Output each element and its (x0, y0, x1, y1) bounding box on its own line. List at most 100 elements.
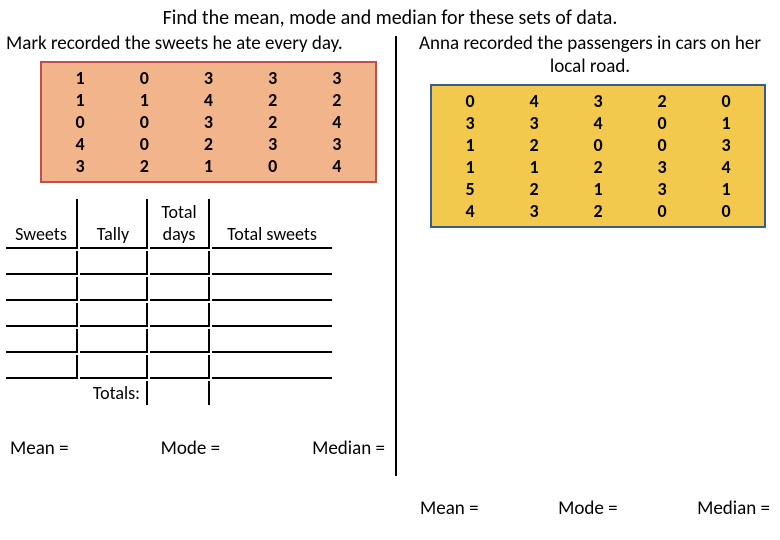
data-value: 0 (140, 111, 149, 133)
data-col: 340212 (593, 90, 602, 222)
data-value: 1 (204, 155, 213, 177)
table-row (6, 355, 332, 379)
data-col: 013410 (721, 90, 730, 222)
data-value: 2 (593, 200, 602, 222)
data-value: 0 (140, 67, 149, 89)
data-col: 01002 (140, 67, 149, 177)
right-stats: Mean = Mode = Median = (420, 497, 770, 520)
data-col: 200330 (657, 90, 666, 222)
data-value: 3 (268, 133, 277, 155)
data-value: 4 (529, 90, 538, 112)
right-mode: Mode = (558, 497, 617, 520)
table-cell (212, 329, 332, 353)
table-row (6, 329, 332, 353)
data-value: 3 (657, 178, 666, 200)
table-cell (150, 303, 210, 327)
data-value: 1 (465, 156, 474, 178)
data-value: 4 (721, 156, 730, 178)
data-col: 432123 (529, 90, 538, 222)
data-value: 0 (721, 90, 730, 112)
data-value: 4 (76, 133, 85, 155)
mark-subtitle: Mark recorded the sweets he ate every da… (0, 32, 395, 55)
data-col: 32230 (268, 67, 277, 177)
data-value: 3 (657, 156, 666, 178)
data-value: 1 (76, 67, 85, 89)
data-value: 2 (529, 178, 538, 200)
left-mode: Mode = (161, 437, 220, 460)
data-value: 1 (76, 89, 85, 111)
data-value: 0 (140, 133, 149, 155)
data-value: 3 (721, 134, 730, 156)
data-value: 0 (657, 200, 666, 222)
data-value: 0 (657, 134, 666, 156)
left-mean: Mean = (10, 437, 69, 460)
th-total: Total sweets (212, 199, 332, 249)
left-stats: Mean = Mode = Median = (0, 437, 395, 460)
th-sweets: Sweets (6, 199, 78, 249)
data-value: 0 (657, 112, 666, 134)
right-mean: Mean = (420, 497, 479, 520)
data-value: 2 (204, 133, 213, 155)
table-cell (80, 303, 148, 327)
data-value: 3 (268, 67, 277, 89)
data-value: 3 (593, 90, 602, 112)
right-panel: Anna recorded the passengers in cars on … (400, 32, 780, 228)
table-cell (6, 355, 78, 379)
data-value: 3 (204, 111, 213, 133)
data-value: 0 (76, 111, 85, 133)
table-cell (212, 251, 332, 275)
data-value: 2 (657, 90, 666, 112)
data-value: 2 (593, 156, 602, 178)
data-value: 2 (268, 111, 277, 133)
data-value: 5 (465, 178, 474, 200)
data-value: 1 (529, 156, 538, 178)
data-value: 4 (332, 155, 341, 177)
table-row (6, 251, 332, 275)
data-value: 0 (268, 155, 277, 177)
page-title: Find the mean, mode and median for these… (0, 0, 780, 30)
data-value: 2 (332, 89, 341, 111)
data-value: 2 (140, 155, 149, 177)
table-cell (6, 251, 78, 275)
data-value: 4 (332, 111, 341, 133)
data-value: 3 (332, 67, 341, 89)
data-value: 3 (529, 200, 538, 222)
data-value: 0 (721, 200, 730, 222)
data-value: 2 (268, 89, 277, 111)
table-row (6, 303, 332, 327)
table-cell (212, 303, 332, 327)
data-value: 1 (721, 178, 730, 200)
data-col: 34321 (204, 67, 213, 177)
data-value: 1 (593, 178, 602, 200)
table-cell (6, 277, 78, 301)
anna-data-box: 031154432123340212200330013410 (430, 84, 766, 228)
table-cell (150, 329, 210, 353)
table-cell (150, 277, 210, 301)
data-col: 031154 (465, 90, 474, 222)
data-col: 11043 (76, 67, 85, 177)
data-value: 3 (465, 112, 474, 134)
table-cell (80, 277, 148, 301)
data-col: 32434 (332, 67, 341, 177)
th-days: Total days (150, 199, 210, 249)
anna-subtitle: Anna recorded the passengers in cars on … (400, 32, 780, 78)
data-value: 0 (593, 134, 602, 156)
data-value: 4 (204, 89, 213, 111)
tally-table: Sweets Tally Total days Total sweets Tot… (4, 197, 334, 407)
table-cell (80, 355, 148, 379)
table-cell (6, 303, 78, 327)
table-cell (6, 329, 78, 353)
right-median: Median = (697, 497, 770, 520)
data-value: 3 (332, 133, 341, 155)
th-tally: Tally (80, 199, 148, 249)
data-value: 0 (465, 90, 474, 112)
data-value: 3 (76, 155, 85, 177)
data-value: 1 (465, 134, 474, 156)
table-cell (80, 251, 148, 275)
data-value: 1 (721, 112, 730, 134)
data-value: 2 (529, 134, 538, 156)
table-cell (80, 329, 148, 353)
table-cell (150, 251, 210, 275)
table-cell (212, 355, 332, 379)
data-value: 1 (140, 89, 149, 111)
